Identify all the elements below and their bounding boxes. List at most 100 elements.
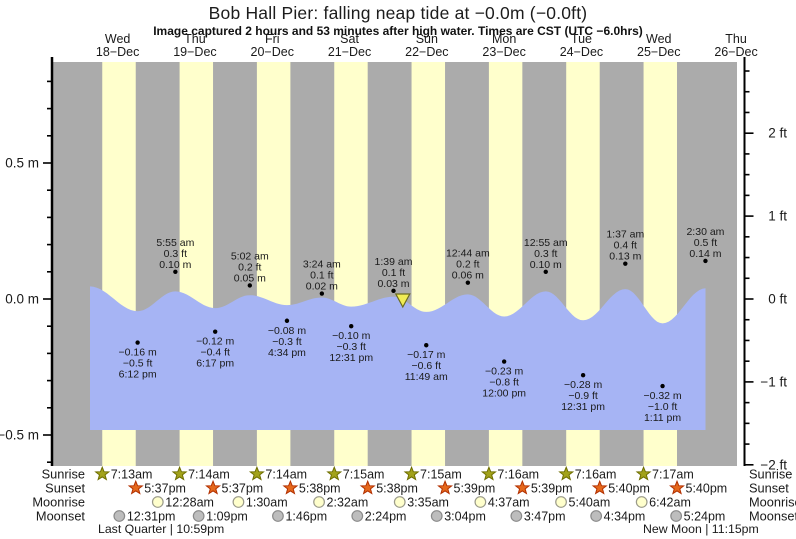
high-tide-event: 2:30 am0.5 ft0.14 m xyxy=(686,226,725,264)
low-tide-time: 11:49 am xyxy=(405,371,448,383)
day-label-weekday: Sat xyxy=(340,32,359,46)
high-tide-event: 3:24 am0.1 ft0.02 m xyxy=(303,259,341,296)
high-tide-height-m: 0.03 m xyxy=(377,278,409,290)
sunrise-time: 7:13am xyxy=(111,468,153,482)
high-tide-time: 1:37 am xyxy=(606,229,644,241)
moonset-time: 1:46pm xyxy=(285,510,327,524)
sunrise-time: 7:15am xyxy=(420,468,462,482)
sunrise-star-icon xyxy=(171,465,188,481)
low-tide-dot xyxy=(349,324,354,329)
high-tide-height-m: 0.13 m xyxy=(609,251,641,263)
high-tide-height-m: 0.10 m xyxy=(159,259,191,271)
day-label-date: 21−Dec xyxy=(328,45,371,59)
moonset-time: 2:24pm xyxy=(365,510,407,524)
right-axis-tick-label: 1 ft xyxy=(768,209,787,224)
high-tide-time: 12:44 am xyxy=(446,248,490,260)
left-axis-tick-label: −0.5 m xyxy=(0,428,39,443)
moonrise-circle-icon xyxy=(393,496,406,508)
astro-row-label-right: Moonrise xyxy=(749,495,796,510)
page-title: Bob Hall Pier: falling neap tide at −0.0… xyxy=(208,3,588,23)
low-tide-time: 6:12 pm xyxy=(119,369,157,381)
astro-row-label-left: Sunset xyxy=(45,481,85,496)
high-tide-height-ft: 0.4 ft xyxy=(614,240,637,252)
high-tide-height-m: 0.14 m xyxy=(689,248,721,260)
low-tide-height-m: −0.10 m xyxy=(332,330,370,342)
high-tide-height-ft: 0.3 ft xyxy=(534,248,557,260)
moonset-circle-icon xyxy=(510,510,523,522)
moonrise-circle-icon xyxy=(635,496,648,508)
low-tide-height-m: −0.28 m xyxy=(564,379,602,391)
high-tide-event: 1:37 am0.4 ft0.13 m xyxy=(606,229,645,266)
high-tide-dot xyxy=(703,258,708,264)
low-tide-event: −0.08 m−0.3 ft4:34 pm xyxy=(268,318,306,359)
high-tide-time: 3:24 am xyxy=(303,259,341,271)
sunrise-time: 7:14am xyxy=(265,468,307,482)
sunrise-time: 7:17am xyxy=(652,468,694,482)
astro-row-label-left: Moonrise xyxy=(32,495,85,510)
moonset-circle-icon xyxy=(590,510,603,522)
sunset-time: 5:38pm xyxy=(299,482,341,496)
chart-subtitle: Image captured 2 hours and 53 minutes af… xyxy=(153,24,643,38)
low-tide-height-ft: −0.5 ft xyxy=(123,358,153,370)
low-tide-dot xyxy=(580,372,586,378)
day-label-date: 24−Dec xyxy=(560,45,603,59)
sunrise-star-icon xyxy=(480,465,497,481)
right-axis-tick-label: −2 ft xyxy=(760,457,787,472)
moonrise-time: 12:28am xyxy=(165,496,214,510)
sunrise-star-icon xyxy=(326,465,343,481)
low-tide-time: 4:34 pm xyxy=(268,347,306,359)
moonrise-time: 1:30am xyxy=(246,496,288,510)
low-tide-time: 12:31 pm xyxy=(561,401,605,413)
sunset-star-icon xyxy=(669,479,685,495)
high-tide-time: 2:30 am xyxy=(686,226,724,238)
moonrise-circle-icon xyxy=(555,496,567,508)
high-tide-height-m: 0.10 m xyxy=(530,259,562,271)
high-tide-dot xyxy=(391,288,396,294)
day-label-date: 18−Dec xyxy=(96,45,139,59)
day-label-weekday: Wed xyxy=(646,32,672,46)
high-tide-time: 5:55 am xyxy=(156,237,194,249)
left-axis-tick-label: 0.5 m xyxy=(5,156,39,171)
sunrise-star-icon xyxy=(248,465,265,481)
low-tide-height-ft: −0.8 ft xyxy=(489,377,519,389)
high-tide-height-m: 0.06 m xyxy=(452,270,484,282)
moonrise-time: 4:37am xyxy=(488,496,530,510)
high-tide-height-ft: 0.2 ft xyxy=(238,261,261,273)
sunset-star-icon xyxy=(591,479,608,495)
low-tide-height-ft: −0.3 ft xyxy=(272,336,302,348)
high-tide-height-m: 0.05 m xyxy=(234,272,266,284)
day-label-weekday: Sun xyxy=(416,32,438,46)
low-tide-dot xyxy=(424,343,429,348)
high-tide-height-ft: 0.1 ft xyxy=(310,270,333,282)
low-tide-event: −0.32 m−1.0 ft1:11 pm xyxy=(643,383,682,424)
low-tide-time: 6:17 pm xyxy=(196,358,234,370)
moonset-time: 12:31pm xyxy=(127,510,176,524)
sunset-time: 5:38pm xyxy=(376,482,418,496)
moonset-time: 4:34pm xyxy=(604,510,646,524)
high-tide-height-ft: 0.1 ft xyxy=(382,267,405,279)
sunrise-time: 7:14am xyxy=(188,468,230,482)
low-tide-height-m: −0.08 m xyxy=(268,325,306,337)
high-tide-event: 5:55 am0.3 ft0.10 m xyxy=(156,237,195,274)
low-tide-dot xyxy=(284,318,290,323)
low-tide-height-m: −0.32 m xyxy=(643,390,681,402)
water-area xyxy=(90,286,706,430)
astro-row-label-right: Moonset xyxy=(749,509,796,524)
moonrise-circle-icon xyxy=(232,496,245,508)
high-tide-time: 12:55 am xyxy=(524,237,568,249)
low-tide-event: −0.16 m−0.5 ft6:12 pm xyxy=(119,340,157,381)
low-tide-dot xyxy=(501,359,507,364)
left-axis-tick-label: 0.0 m xyxy=(5,292,39,307)
moonset-time: 5:24pm xyxy=(684,510,726,524)
sunset-time: 5:39pm xyxy=(531,482,573,496)
sunset-time: 5:40pm xyxy=(686,482,728,496)
sunrise-time: 7:16am xyxy=(497,468,539,482)
astro-row-label-right: Sunrise xyxy=(749,467,792,482)
day-label-weekday: Mon xyxy=(492,32,516,46)
day-label-date: 20−Dec xyxy=(251,45,294,59)
low-tide-event: −0.12 m−0.4 ft6:17 pm xyxy=(196,329,235,370)
high-tide-dot xyxy=(247,283,253,288)
low-tide-dot xyxy=(135,340,140,345)
day-label-weekday: Thu xyxy=(725,32,747,46)
